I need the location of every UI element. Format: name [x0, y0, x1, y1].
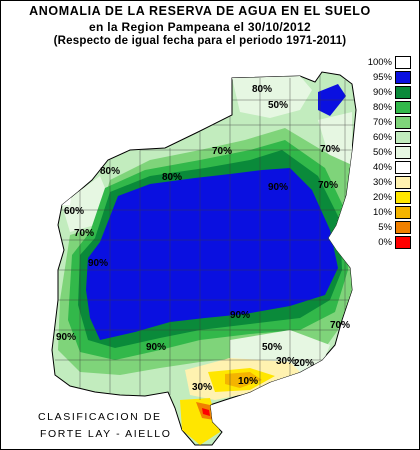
isoline-label: 90% — [88, 258, 108, 269]
isoline-label: 70% — [74, 228, 94, 239]
map-reference-period: (Respecto de igual fecha para el periodo… — [53, 35, 347, 47]
isoline-label: 50% — [262, 342, 282, 353]
legend-swatch — [395, 191, 411, 204]
legend-swatch — [395, 71, 411, 84]
isoline-label: 90% — [230, 310, 250, 321]
classification-credit-line2: FORTE LAY - AIELLO — [40, 428, 172, 440]
legend-swatch — [395, 176, 411, 189]
legend-label: 80% — [372, 102, 392, 113]
isoline-label: 80% — [252, 84, 272, 95]
map-subtitle: en la Region Pampeana el 30/10/2012 — [89, 20, 311, 34]
legend-swatch — [395, 221, 411, 234]
legend-label: 100% — [367, 57, 392, 68]
zone-50-east — [318, 112, 352, 170]
department-boundaries — [55, 74, 355, 400]
legend-label: 0% — [378, 237, 392, 248]
map-title: ANOMALIA DE LA RESERVA DE AGUA EN EL SUE… — [29, 4, 371, 18]
legend-row: 10% — [364, 206, 420, 219]
legend-label: 90% — [372, 87, 392, 98]
legend-swatch — [395, 161, 411, 174]
isoline-label: 70% — [318, 180, 338, 191]
legend-swatch — [395, 236, 411, 249]
isoline-label: 80% — [100, 166, 120, 177]
legend-row: 5% — [364, 221, 420, 234]
legend-swatch — [395, 86, 411, 99]
legend-row: 100% — [364, 56, 420, 69]
legend-row: 50% — [364, 146, 420, 159]
zone-95-core — [86, 168, 338, 340]
legend-label: 20% — [372, 192, 392, 203]
zone-50-north — [232, 76, 312, 118]
legend-row: 40% — [364, 161, 420, 174]
legend-swatch — [395, 101, 411, 114]
isoline-label: 20% — [294, 358, 314, 369]
legend-swatch — [395, 131, 411, 144]
isoline-label: 10% — [238, 376, 258, 387]
legend-label: 95% — [372, 72, 392, 83]
legend-swatch — [395, 206, 411, 219]
zone-10-south — [225, 372, 262, 388]
legend-label: 10% — [372, 207, 392, 218]
legend-row: 20% — [364, 191, 420, 204]
legend-row: 90% — [364, 86, 420, 99]
isoline-label: 60% — [64, 206, 84, 217]
classification-credit-line1: CLASIFICACION DE — [38, 411, 162, 423]
legend-swatch — [395, 146, 411, 159]
isoline-label: 30% — [276, 356, 296, 367]
legend-label: 60% — [372, 132, 392, 143]
legend-row: 70% — [364, 116, 420, 129]
legend-label: 40% — [372, 162, 392, 173]
legend-row: 0% — [364, 236, 420, 249]
legend-label: 5% — [378, 222, 392, 233]
isoline-label: 80% — [162, 172, 182, 183]
isoline-label: 90% — [146, 342, 166, 353]
legend-label: 50% — [372, 147, 392, 158]
legend-label: 30% — [372, 177, 392, 188]
isoline-label: 30% — [192, 382, 212, 393]
isoline-label: 70% — [212, 146, 232, 157]
zone-0-tip — [202, 408, 210, 416]
legend-row: 30% — [364, 176, 420, 189]
isoline-label: 50% — [268, 100, 288, 111]
isoline-label: 90% — [268, 182, 288, 193]
legend-row: 60% — [364, 131, 420, 144]
legend-row: 80% — [364, 101, 420, 114]
isoline-label: 70% — [320, 144, 340, 155]
legend-label: 70% — [372, 117, 392, 128]
isoline-label: 90% — [56, 332, 76, 343]
isoline-labels: 80% 50% 70% 80% 70% 70% 90% 60% 70% 90% … — [56, 84, 350, 393]
legend-swatch — [395, 56, 411, 69]
isoline-label: 70% — [330, 320, 350, 331]
legend-swatch — [395, 116, 411, 129]
legend-row: 95% — [364, 71, 420, 84]
